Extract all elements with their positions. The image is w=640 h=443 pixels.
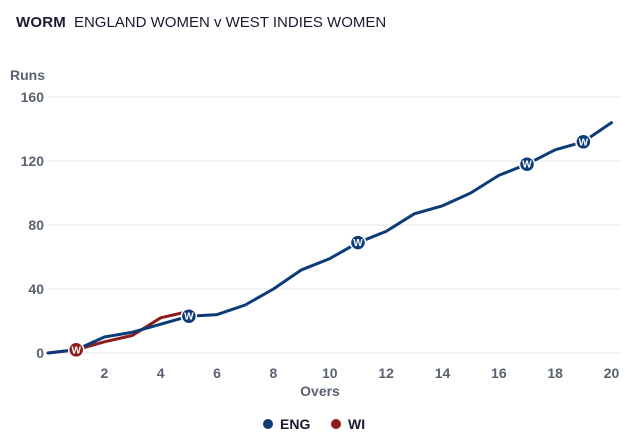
legend-label: WI	[348, 416, 365, 432]
x-tick-label: 8	[270, 365, 278, 381]
wicket-marker-label: W	[353, 238, 363, 249]
x-tick-label: 6	[213, 365, 221, 381]
x-tick-labels: 2 4 6 8 10 12 14 16 18 20	[100, 365, 619, 381]
x-tick-label: 12	[378, 365, 394, 381]
legend-item-eng[interactable]: ENG	[263, 416, 310, 432]
series-line-eng	[46, 121, 613, 355]
y-axis-label: Runs	[10, 67, 45, 83]
legend-label: ENG	[280, 416, 310, 432]
legend-item-wi[interactable]: WI	[331, 416, 365, 432]
x-axis-label: Overs	[300, 383, 340, 399]
legend-swatch	[331, 419, 341, 429]
wicket-marker-label: W	[184, 312, 194, 323]
wicket-markers: W W W W W	[67, 133, 592, 359]
legend-swatch	[263, 419, 273, 429]
wicket-marker-eng: W	[575, 133, 592, 151]
x-tick-label: 20	[604, 365, 620, 381]
wicket-marker-eng: W	[518, 155, 536, 173]
wicket-marker-eng: W	[349, 234, 367, 251]
wicket-marker-label: W	[579, 137, 589, 148]
wicket-marker-label: W	[522, 160, 532, 171]
y-tick-label: 120	[21, 153, 45, 169]
legend: ENG WI	[263, 416, 365, 432]
wicket-marker-label: W	[71, 345, 81, 356]
y-tick-label: 80	[28, 217, 44, 233]
x-tick-label: 4	[157, 365, 165, 381]
chart-title: ENGLAND WOMEN v WEST INDIES WOMEN	[73, 14, 387, 31]
x-tick-label: 18	[547, 365, 563, 381]
chart-header: WORM ENGLAND WOMEN v WEST INDIES WOMEN	[16, 14, 386, 31]
y-tick-label: 160	[21, 89, 45, 105]
y-tick-label: 0	[36, 345, 44, 361]
chart-tag: WORM	[16, 14, 66, 31]
wicket-marker-eng: W	[180, 307, 198, 325]
y-tick-label: 40	[28, 281, 44, 297]
x-tick-label: 14	[435, 365, 451, 381]
x-tick-label: 10	[322, 365, 338, 381]
grid-lines	[48, 96, 620, 354]
x-tick-label: 16	[491, 365, 507, 381]
x-tick-label: 2	[100, 365, 108, 381]
y-tick-labels: 0 40 80 120 160	[21, 89, 45, 361]
wicket-marker-wi: W	[67, 341, 85, 359]
